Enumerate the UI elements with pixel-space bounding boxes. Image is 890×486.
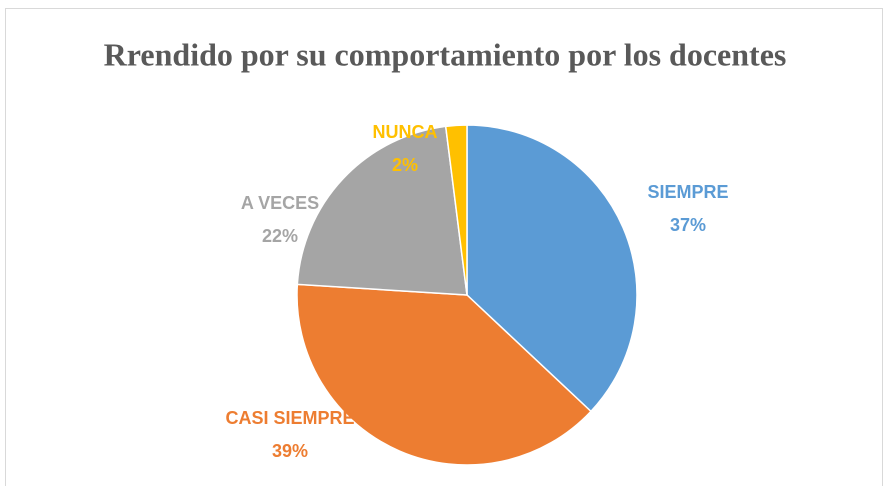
slice-category-label: CASI SIEMPRE bbox=[225, 408, 354, 428]
slice-value-label: 22% bbox=[262, 226, 298, 246]
pie-slice bbox=[444, 124, 468, 296]
slice-category-label: NUNCA bbox=[373, 122, 438, 142]
slice-value-label: 39% bbox=[272, 441, 308, 461]
chart-title: Rrendido por su comportamiento por los d… bbox=[104, 36, 787, 72]
slice-value-label: 2% bbox=[392, 155, 418, 175]
pie bbox=[296, 124, 638, 466]
slice-category-label: SIEMPRE bbox=[647, 182, 728, 202]
pie-slice bbox=[466, 124, 638, 413]
pie-slice bbox=[296, 283, 592, 466]
slice-category-label: A VECES bbox=[241, 193, 319, 213]
pie-slice bbox=[296, 125, 468, 296]
slice-value-label: 37% bbox=[670, 215, 706, 235]
